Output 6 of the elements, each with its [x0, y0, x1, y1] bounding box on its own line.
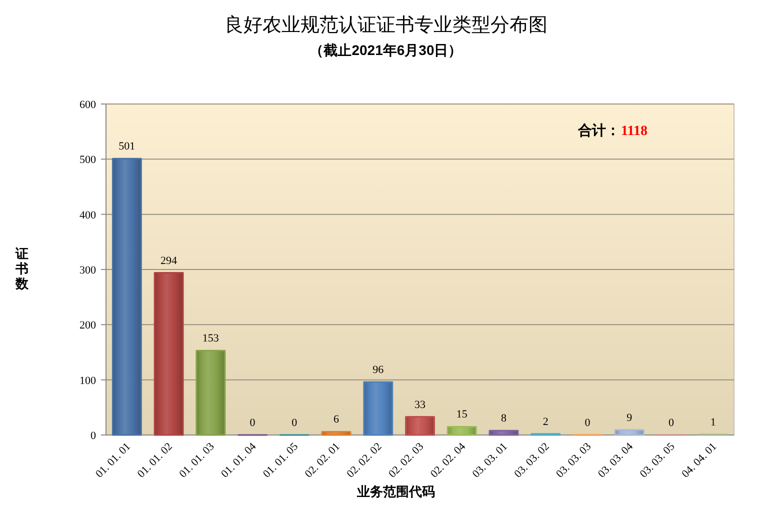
ylabel: 证书数 — [16, 246, 28, 291]
annotation: 合计： — [578, 122, 620, 138]
annotation: 1118 — [621, 124, 648, 139]
subtitle: （截止2021年6月30日） — [310, 42, 462, 58]
title: 良好农业规范认证证书专业类型分布图 — [224, 15, 548, 36]
xlabel: 业务范围代码 — [357, 484, 435, 499]
